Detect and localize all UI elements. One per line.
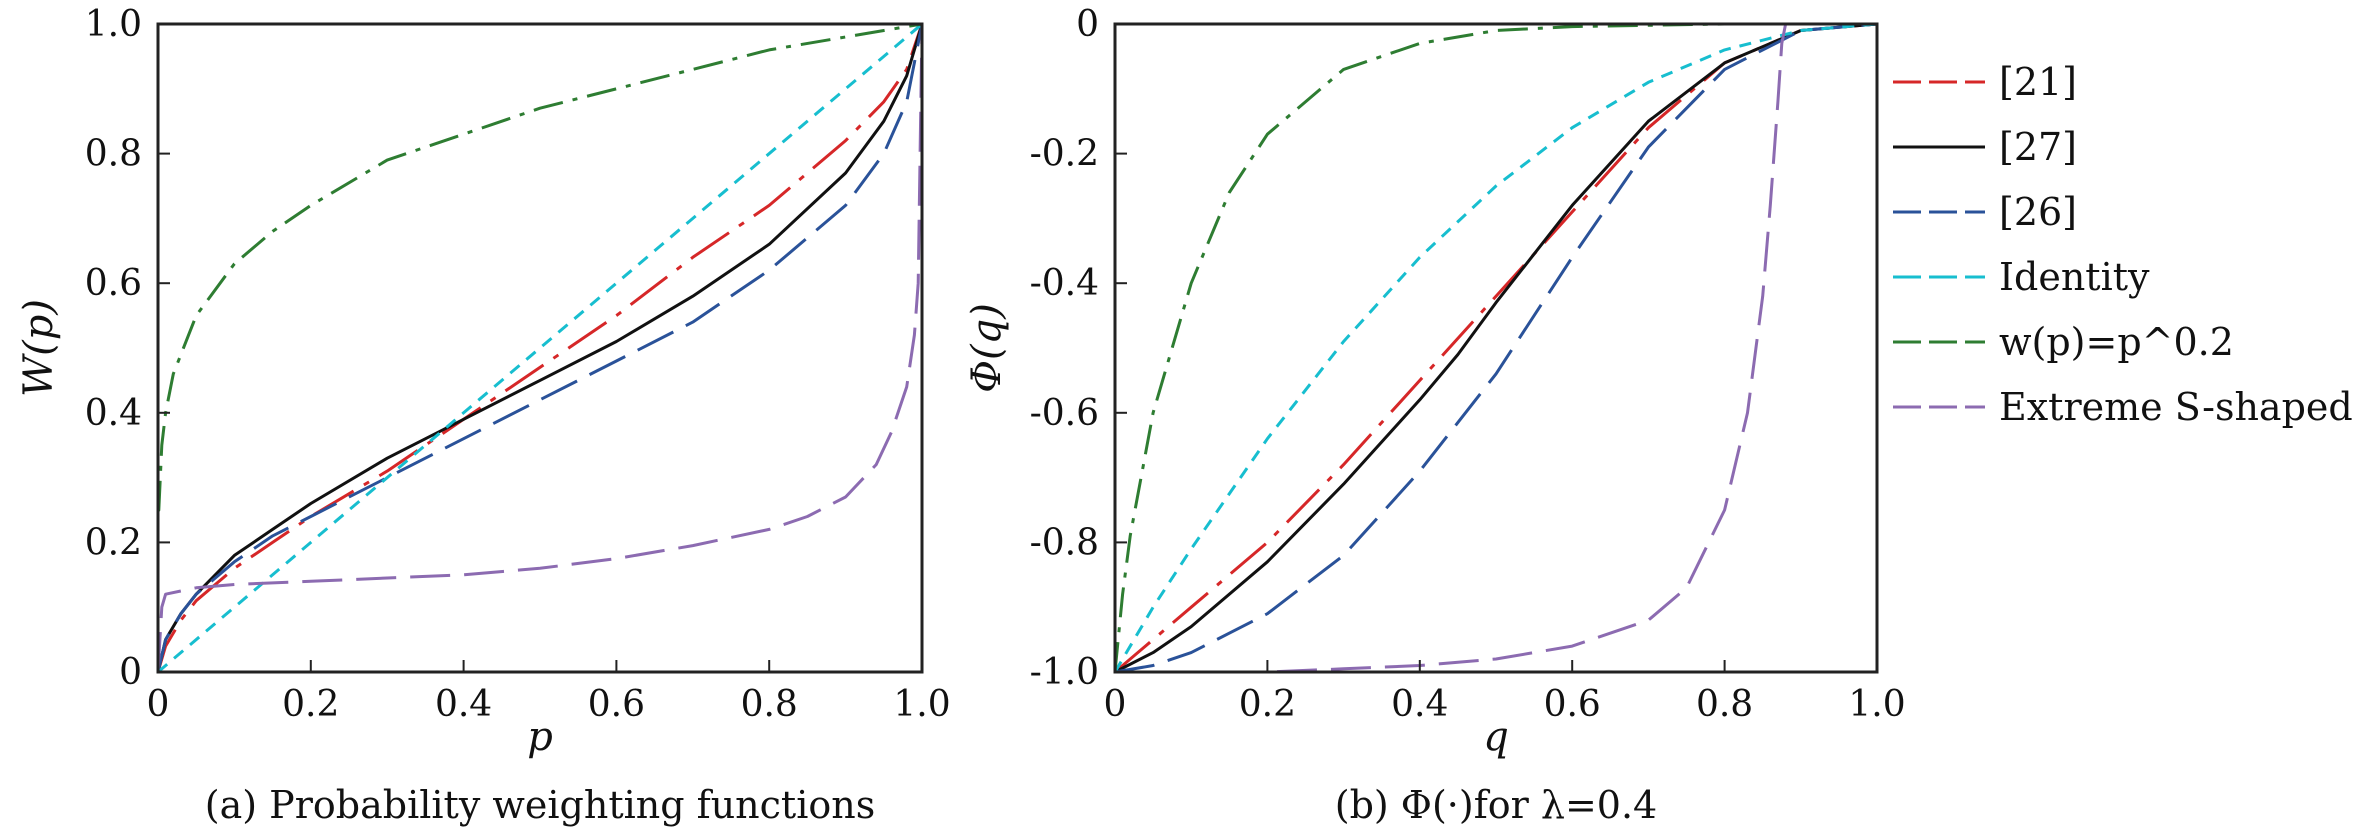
- panel-a-y-tick-label-1: 0.2: [85, 522, 142, 563]
- panel-b-x-tick-label-1: 0.2: [1239, 684, 1296, 725]
- panel-a-x-label: p: [527, 714, 553, 760]
- panel-b-series-line-2: [1114, 22, 1878, 674]
- panel-a-y-tick-label-5: 1.0: [85, 4, 142, 45]
- panel-b-x-tick-label-5: 1.0: [1848, 684, 1905, 725]
- panel-b-y-tick-label-2: -0.4: [1030, 263, 1099, 304]
- panel-a-y-tick-label-0: 0: [119, 652, 142, 693]
- panel-a-y-tick-label-2: 0.4: [85, 393, 142, 434]
- panel-a-y-label: W(p): [16, 299, 62, 397]
- panel-b-y-tick-label-3: -0.6: [1030, 393, 1099, 434]
- panel-a-y-ticks: 0 0.2 0.4 0.6 0.8 1.0: [85, 4, 170, 693]
- panel-a-x-ticks: 0 0.2 0.4 0.6 0.8 1.0: [147, 660, 951, 725]
- panel-b-series-line-0: [1114, 22, 1878, 674]
- panel-b-series-line-1: [1114, 22, 1878, 674]
- legend-label-1: [27]: [1999, 125, 2077, 169]
- panel-b-series-line-3: [1113, 22, 1878, 673]
- panel-b-y-tick-label-1: -0.2: [1030, 134, 1099, 175]
- panel-b-y-label: Φ(q): [964, 303, 1010, 393]
- panel-b-frame: [1113, 22, 1879, 674]
- panel-b-x-tick-label-0: 0: [1104, 684, 1127, 725]
- panel-a-series-line-4: [157, 22, 923, 512]
- panel-a-series-line-3: [157, 22, 923, 674]
- panel-b-series-line-4: [1113, 22, 1877, 673]
- panel-a-x-tick-label-1: 0.2: [282, 684, 339, 725]
- panel-a-x-tick-label-3: 0.6: [588, 684, 645, 725]
- panel-a-y-tick-label-3: 0.6: [85, 263, 142, 304]
- panel-a-x-tick-label-0: 0: [147, 684, 170, 725]
- panel-a: 0 0.2 0.4 0.6 0.8 1.0 0 0.2 0.4 0.6 0.8 1.0 p W(p)…: [16, 4, 951, 827]
- panel-b-y-tick-label-0: 0: [1076, 4, 1099, 45]
- panel-a-frame: [156, 22, 924, 674]
- panel-b-x-ticks: 0 0.2 0.4 0.6 0.8 1.0: [1104, 660, 1906, 725]
- panel-b-y-ticks: 0 -0.2 -0.4 -0.6 -0.8 -1.0: [1030, 4, 1127, 693]
- panel-b-series-line-5: [1115, 22, 1877, 674]
- panel-b-x-tick-label-2: 0.4: [1391, 684, 1448, 725]
- panel-a-x-tick-label-5: 1.0: [893, 684, 950, 725]
- panel-a-y-tick-label-4: 0.8: [85, 134, 142, 175]
- legend-label-3: Identity: [1999, 255, 2150, 299]
- panel-a-series-line-5: [156, 23, 924, 673]
- panel-b-x-label: q: [1483, 714, 1509, 760]
- legend-label-2: [26]: [1999, 190, 2077, 234]
- panel-a-caption: (a) Probability weighting functions: [205, 783, 875, 827]
- panel-b-series: [1113, 22, 1878, 674]
- panel-a-x-tick-label-2: 0.4: [435, 684, 492, 725]
- panel-b-x-tick-label-4: 0.8: [1696, 684, 1753, 725]
- panel-a-series-line-2: [156, 23, 924, 673]
- legend-label-5: Extreme S-shaped: [1999, 385, 2353, 429]
- panel-a-series: [156, 22, 924, 674]
- legend-label-4: w(p)=p^0.2: [1999, 320, 2234, 364]
- legend-label-0: [21]: [1999, 60, 2077, 104]
- panel-a-x-tick-label-4: 0.8: [741, 684, 798, 725]
- panel-b-caption: (b) Φ(·)for λ=0.4: [1335, 783, 1657, 827]
- panel-b: 0 0.2 0.4 0.6 0.8 1.0 0 -0.2 -0.4 -0.6 -0.8 -1.0 q…: [964, 4, 1906, 827]
- panel-b-y-tick-label-5: -1.0: [1030, 652, 1099, 693]
- panel-b-x-tick-label-3: 0.6: [1544, 684, 1601, 725]
- legend: [21] [27] [26] Identity w(p)=p^0.2 Extreme S-…: [1893, 60, 2353, 429]
- panel-b-y-tick-label-4: -0.8: [1030, 522, 1099, 563]
